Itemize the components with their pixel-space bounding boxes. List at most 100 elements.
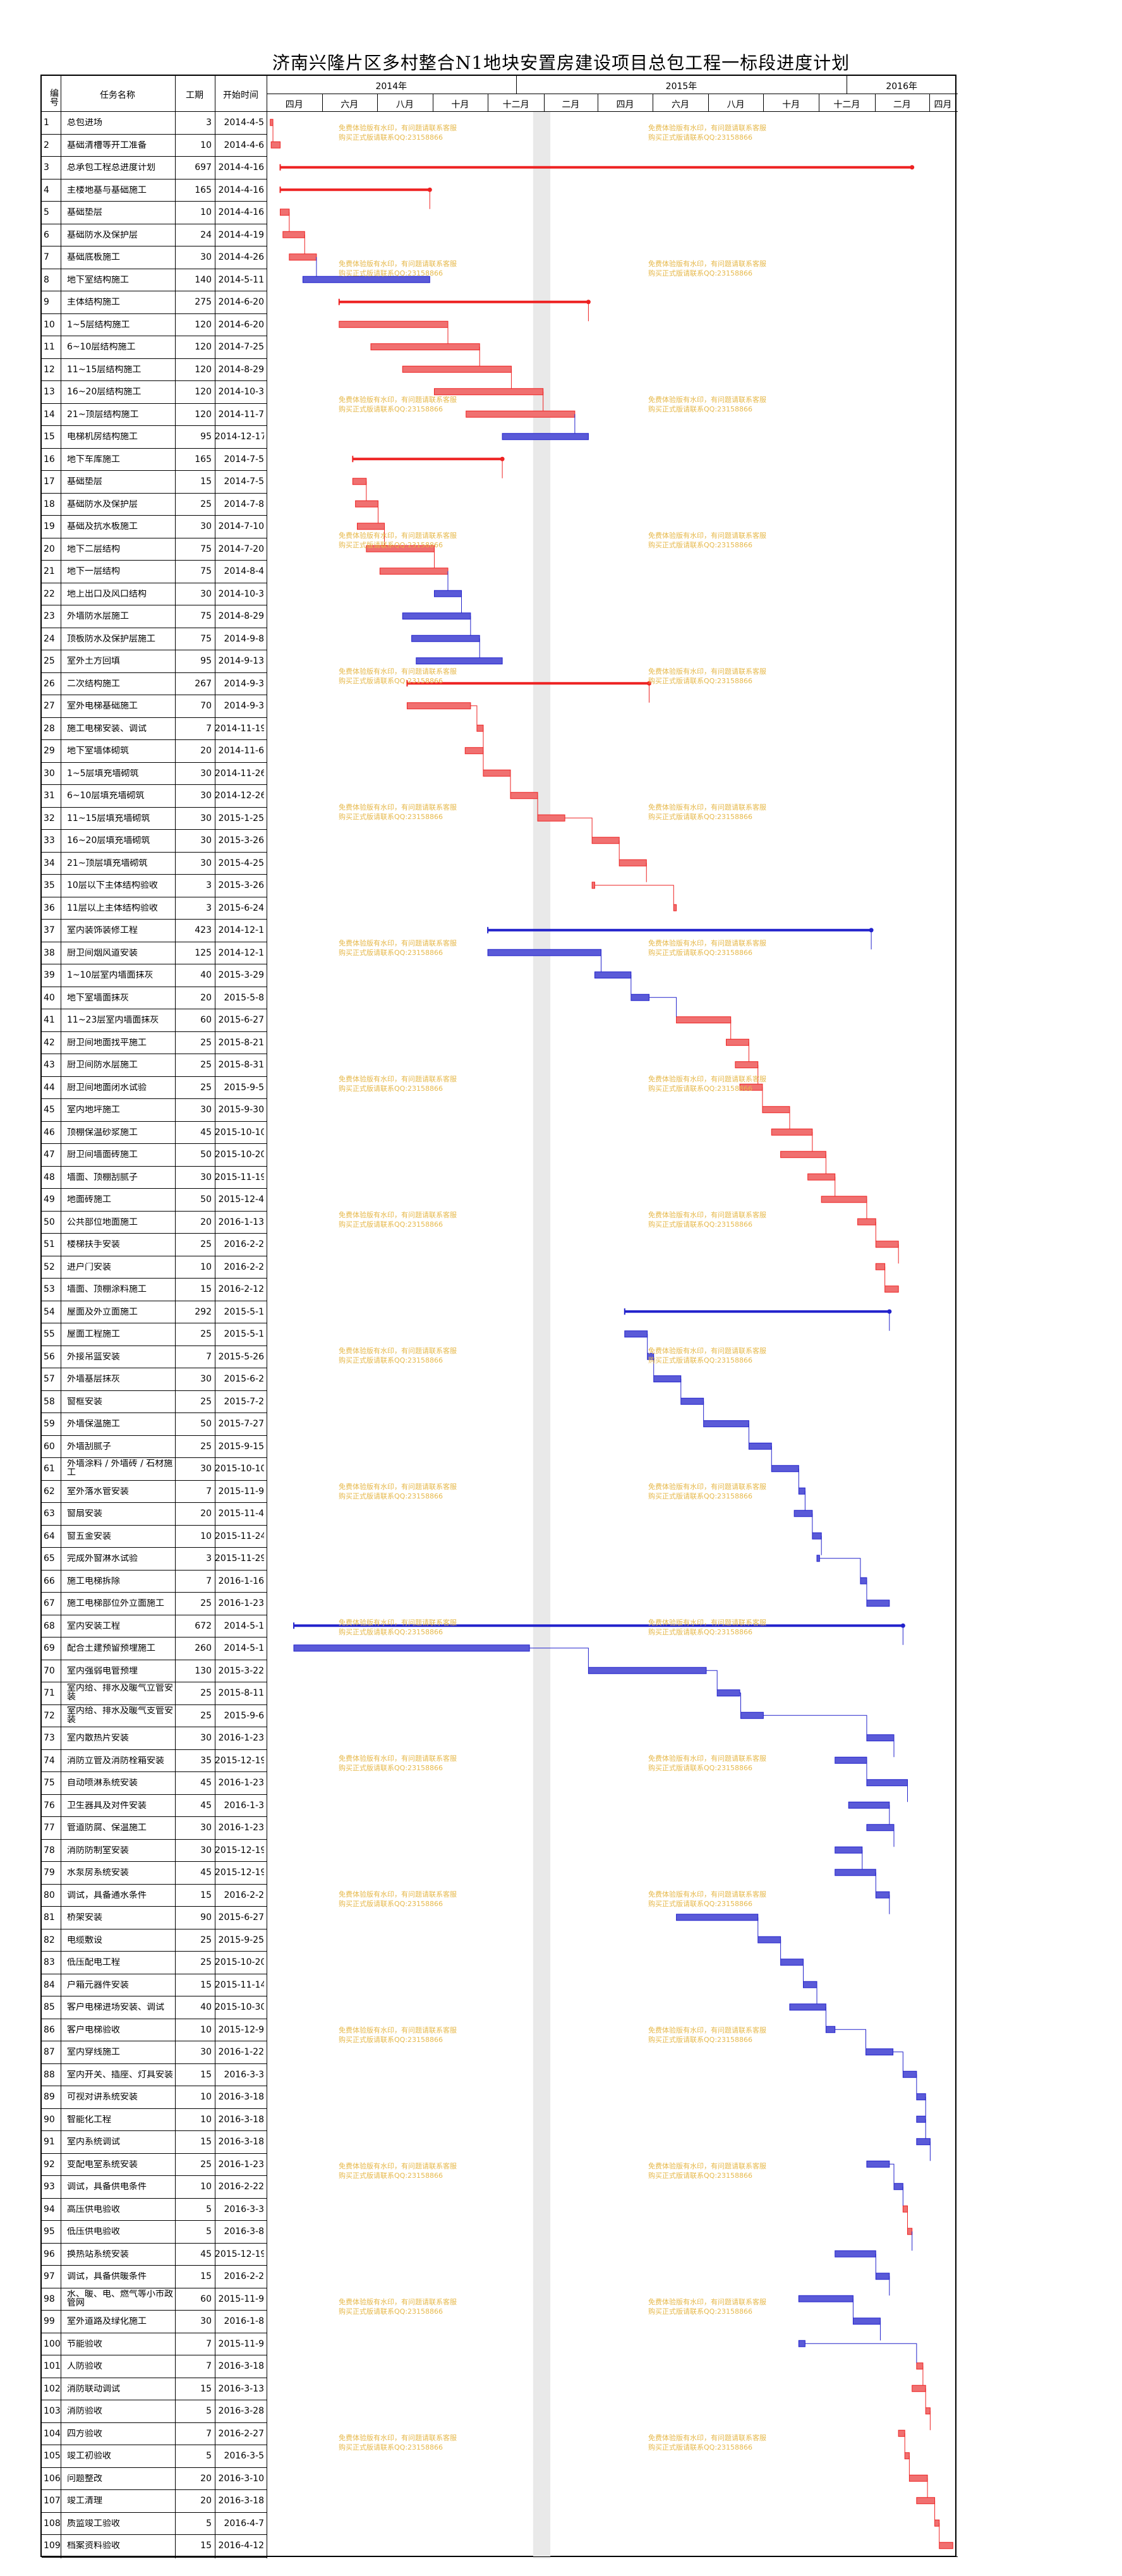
row-divider bbox=[42, 2175, 267, 2176]
summary-start bbox=[487, 927, 489, 933]
task-start: 2015-8-21 bbox=[218, 1038, 264, 1047]
task-duration: 3 bbox=[206, 903, 212, 913]
task-id: 83 bbox=[44, 1958, 55, 1967]
row-divider bbox=[42, 201, 267, 202]
task-name: 问题整改 bbox=[67, 2474, 102, 2483]
watermark-text: 免费体验版有水印，有问题请联系客服 购买正式版请联系QQ:23158866 bbox=[339, 667, 457, 686]
task-id: 50 bbox=[44, 1217, 55, 1227]
task-id: 38 bbox=[44, 948, 55, 957]
task-duration: 267 bbox=[195, 679, 212, 688]
task-id: 63 bbox=[44, 1509, 55, 1518]
task-start: 2015-11-4 bbox=[218, 1509, 264, 1518]
task-bar bbox=[916, 2138, 931, 2146]
row-divider bbox=[42, 2534, 267, 2535]
watermark-text: 免费体验版有水印，有问题请联系客服 购买正式版请联系QQ:23158866 bbox=[648, 939, 766, 957]
task-name: 屋面工程施工 bbox=[67, 1330, 120, 1339]
task-name: 11~15层结构施工 bbox=[67, 365, 142, 374]
task-bar bbox=[716, 1689, 740, 1697]
task-bar bbox=[594, 971, 632, 979]
watermark-line1: 免费体验版有水印，有问题请联系客服 bbox=[339, 124, 457, 132]
task-bar bbox=[735, 1061, 759, 1069]
task-bar bbox=[902, 2205, 908, 2213]
task-duration: 15 bbox=[200, 2541, 212, 2550]
task-start: 2016-1-3 bbox=[224, 1801, 264, 1810]
watermark-text: 免费体验版有水印，有问题请联系客服 购买正式版请联系QQ:23158866 bbox=[648, 395, 766, 414]
task-bar bbox=[676, 1914, 759, 1921]
watermark-line2: 购买正式版请联系QQ:23158866 bbox=[339, 2172, 443, 2180]
row-divider bbox=[42, 1906, 267, 1907]
dependency-link bbox=[889, 2163, 895, 2184]
watermark-line1: 免费体验版有水印，有问题请联系客服 bbox=[648, 1347, 766, 1355]
task-duration: 423 bbox=[195, 926, 212, 935]
row-divider bbox=[42, 784, 267, 785]
task-bar bbox=[884, 1285, 899, 1293]
month-label: 二月 bbox=[562, 100, 580, 110]
task-name: 基础垫层 bbox=[67, 208, 102, 217]
watermark-line1: 免费体验版有水印，有问题请联系客服 bbox=[339, 1619, 457, 1627]
task-start: 2016-2-2 bbox=[224, 1890, 264, 1900]
task-id: 43 bbox=[44, 1060, 55, 1069]
task-duration: 15 bbox=[200, 1890, 212, 1900]
task-bar bbox=[624, 1330, 648, 1338]
row-divider bbox=[42, 2063, 267, 2064]
task-id: 33 bbox=[44, 836, 55, 845]
row-divider bbox=[42, 2130, 267, 2131]
task-duration: 120 bbox=[195, 343, 212, 351]
task-start: 2015-12-4 bbox=[218, 1195, 264, 1204]
task-start: 2016-1-16 bbox=[218, 1576, 264, 1586]
task-bar bbox=[904, 2452, 910, 2460]
watermark-line2: 购买正式版请联系QQ:23158866 bbox=[648, 541, 753, 549]
task-duration: 40 bbox=[200, 2003, 212, 2012]
task-duration: 75 bbox=[200, 612, 212, 621]
task-start: 2015-7-2 bbox=[224, 1397, 264, 1406]
watermark-line2: 购买正式版请联系QQ:23158866 bbox=[648, 2172, 753, 2180]
header-duration: 工期 bbox=[186, 90, 203, 100]
task-id: 106 bbox=[44, 2474, 60, 2483]
task-start: 2016-3-5 bbox=[224, 2451, 264, 2460]
task-start: 2016-1-23 bbox=[218, 2160, 264, 2169]
task-id: 102 bbox=[44, 2384, 60, 2393]
task-duration: 30 bbox=[200, 1734, 212, 1742]
task-name: 消防防制室安装 bbox=[67, 1845, 129, 1855]
task-start: 2016-3-13 bbox=[218, 2384, 264, 2393]
task-name: 施工电梯安装、调试 bbox=[67, 724, 147, 733]
task-name: 地下二层结构 bbox=[67, 544, 120, 554]
task-bar bbox=[370, 343, 480, 351]
row-divider bbox=[42, 1794, 267, 1795]
task-start: 2015-12-19 bbox=[215, 1756, 264, 1765]
task-bar bbox=[835, 1756, 867, 1764]
watermark-line1: 免费体验版有水印，有问题请联系客服 bbox=[648, 532, 766, 540]
task-id: 99 bbox=[44, 2317, 55, 2326]
watermark-text: 免费体验版有水印，有问题请联系客服 购买正式版请联系QQ:23158866 bbox=[339, 1890, 457, 1909]
task-duration: 60 bbox=[200, 1016, 212, 1024]
task-start: 2014-5-1 bbox=[224, 1621, 264, 1631]
task-id: 97 bbox=[44, 2272, 55, 2281]
task-start: 2016-1-22 bbox=[218, 2048, 264, 2057]
task-name: 智能化工程 bbox=[67, 2115, 111, 2124]
task-name: 1~5层结构施工 bbox=[67, 320, 130, 329]
watermark-line2: 购买正式版请联系QQ:23158866 bbox=[648, 2307, 753, 2316]
task-duration: 50 bbox=[200, 1150, 212, 1159]
task-bar bbox=[293, 1644, 530, 1652]
row-divider bbox=[42, 1121, 267, 1122]
task-bar bbox=[912, 2385, 926, 2392]
task-name: 室内装饰装修工程 bbox=[67, 926, 138, 935]
watermark-line1: 免费体验版有水印，有问题请联系客服 bbox=[339, 803, 457, 811]
month-label: 十二月 bbox=[833, 100, 860, 110]
task-duration: 165 bbox=[195, 454, 212, 464]
watermark-line1: 免费体验版有水印，有问题请联系客服 bbox=[648, 260, 766, 268]
watermark-text: 免费体验版有水印，有问题请联系客服 购买正式版请联系QQ:23158866 bbox=[339, 531, 457, 550]
row-divider bbox=[42, 1278, 267, 1279]
watermark-text: 免费体验版有水印，有问题请联系客服 购买正式版请联系QQ:23158866 bbox=[339, 1074, 457, 1093]
task-duration: 15 bbox=[200, 2070, 212, 2079]
task-start: 2015-11-29 bbox=[215, 1554, 264, 1563]
task-duration: 672 bbox=[195, 1621, 212, 1631]
task-name: 自动喷淋系统安装 bbox=[67, 1778, 138, 1787]
task-bar bbox=[916, 2093, 926, 2101]
task-id: 74 bbox=[44, 1756, 55, 1765]
watermark-line2: 购买正式版请联系QQ:23158866 bbox=[648, 1764, 753, 1772]
row-divider bbox=[42, 851, 267, 853]
watermark-line2: 购买正式版请联系QQ:23158866 bbox=[339, 1084, 443, 1093]
task-id: 80 bbox=[44, 1890, 55, 1900]
task-id: 26 bbox=[44, 679, 55, 688]
